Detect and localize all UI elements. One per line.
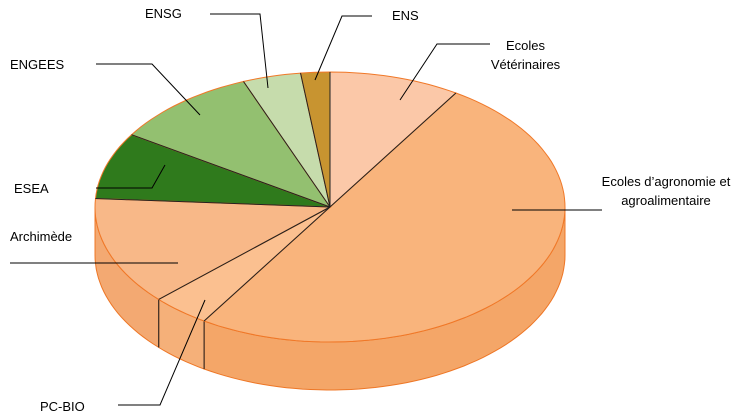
slice-label: ENGEES bbox=[10, 57, 65, 72]
slice bbox=[329, 71, 457, 209]
slice-label: ENSG bbox=[145, 6, 182, 21]
slice-border bbox=[95, 198, 331, 208]
slice-label: PC-BIO bbox=[40, 399, 85, 412]
leader-line bbox=[314, 15, 372, 81]
slice-label: Ecoles d’agronomie et agroalimentaire bbox=[601, 174, 731, 208]
leader-line bbox=[399, 43, 490, 101]
slice bbox=[203, 92, 566, 343]
slice bbox=[94, 134, 331, 208]
leader-line bbox=[118, 299, 206, 406]
slice bbox=[94, 197, 332, 300]
slice-border bbox=[300, 72, 331, 208]
slice-side-shade bbox=[95, 207, 159, 348]
slice-border bbox=[243, 81, 331, 208]
slice-label: ESEA bbox=[14, 181, 49, 196]
slice-label: ENS bbox=[392, 8, 419, 23]
slice-side-shade bbox=[204, 207, 565, 390]
slice-label: Archimède bbox=[10, 229, 73, 244]
leader-line bbox=[96, 63, 201, 116]
slice bbox=[130, 80, 332, 209]
slice-border bbox=[158, 206, 331, 300]
slice bbox=[242, 72, 331, 208]
slice-label: Ecoles Vétérinaires bbox=[490, 38, 561, 72]
slice-border bbox=[131, 134, 331, 208]
slice-border bbox=[329, 92, 457, 208]
slice-border bbox=[203, 206, 331, 322]
leader-line bbox=[210, 13, 269, 89]
slice bbox=[157, 206, 331, 322]
leader-line bbox=[96, 164, 166, 189]
